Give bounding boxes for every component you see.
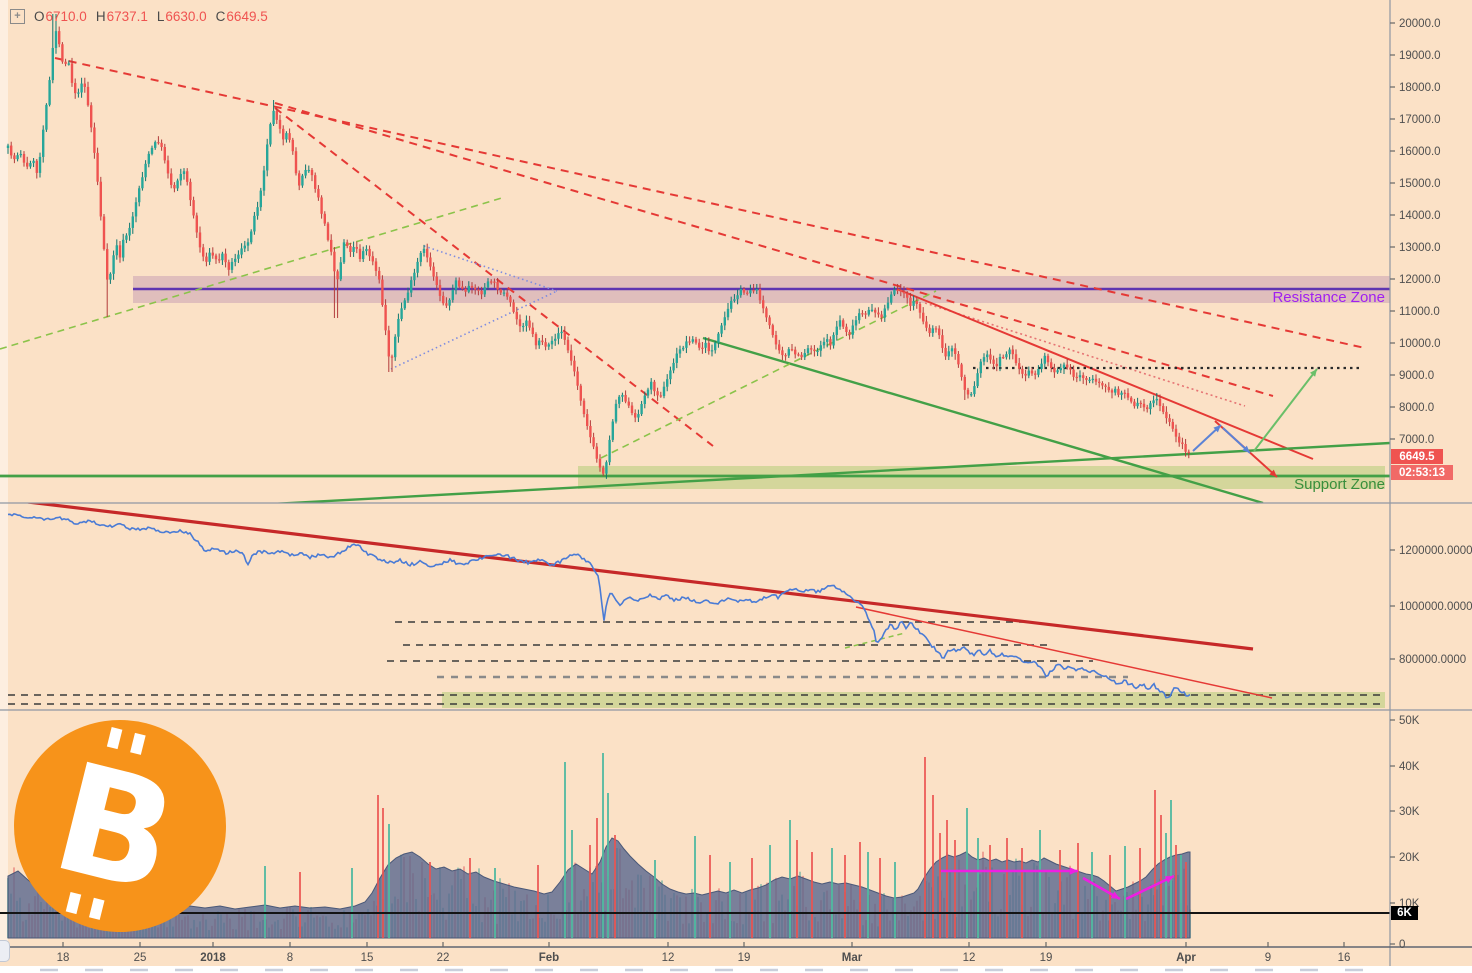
svg-text:Feb: Feb (539, 952, 559, 964)
svg-text:7000.0: 7000.0 (1399, 434, 1434, 446)
last-price-badge: 6649.5 (1391, 449, 1443, 464)
volume-panel: B (0, 720, 1390, 939)
svg-text:18: 18 (57, 952, 70, 964)
svg-text:Mar: Mar (842, 952, 863, 964)
svg-text:12000.0: 12000.0 (1399, 274, 1441, 286)
bar-countdown-badge: 02:53:13 (1391, 465, 1453, 480)
svg-text:10000.0: 10000.0 (1399, 338, 1441, 350)
svg-text:9: 9 (1265, 952, 1271, 964)
ohlc-legend: + O 6710.0 H 6737.1 L 6630.0 C 6649.5 (10, 9, 268, 24)
indicator-panel (7, 503, 1385, 708)
svg-text:16: 16 (1338, 952, 1351, 964)
svg-text:8000.0: 8000.0 (1399, 402, 1434, 414)
svg-text:14000.0: 14000.0 (1399, 210, 1441, 222)
indicator-line (7, 513, 1191, 699)
close-value: C 6649.5 (215, 9, 268, 24)
svg-text:1000000.0000: 1000000.0000 (1399, 601, 1472, 613)
svg-text:18000.0: 18000.0 (1399, 82, 1441, 94)
svg-text:8: 8 (287, 952, 293, 964)
svg-text:17000.0: 17000.0 (1399, 114, 1441, 126)
svg-text:25: 25 (134, 952, 147, 964)
svg-text:40K: 40K (1399, 761, 1420, 773)
svg-text:19: 19 (1040, 952, 1053, 964)
support-zone-label[interactable]: Support Zone (1294, 476, 1385, 493)
trendlines-layer (0, 57, 1390, 503)
svg-text:11000.0: 11000.0 (1399, 306, 1440, 318)
svg-text:15000.0: 15000.0 (1399, 178, 1441, 190)
annotation-arrows (1192, 368, 1318, 478)
svg-text:20000.0: 20000.0 (1399, 18, 1441, 30)
svg-text:2018: 2018 (200, 952, 226, 964)
svg-text:800000.0000: 800000.0000 (1399, 654, 1466, 666)
resistance-zone-label[interactable]: Resistance Zone (1272, 289, 1385, 306)
svg-text:19000.0: 19000.0 (1399, 50, 1441, 62)
high-value: H 6737.1 (95, 9, 148, 24)
svg-text:30K: 30K (1399, 806, 1420, 818)
svg-text:15: 15 (361, 952, 374, 964)
low-value: L 6630.0 (156, 9, 207, 24)
svg-text:22: 22 (437, 952, 450, 964)
svg-text:1200000.0000: 1200000.0000 (1399, 545, 1472, 557)
volume-level-badge: 6K (1391, 906, 1418, 920)
svg-text:0: 0 (1399, 939, 1405, 951)
svg-text:16000.0: 16000.0 (1399, 146, 1441, 158)
expand-legend-icon[interactable]: + (10, 9, 25, 24)
svg-text:12: 12 (963, 952, 976, 964)
svg-text:13000.0: 13000.0 (1399, 242, 1441, 254)
svg-text:9000.0: 9000.0 (1399, 370, 1434, 382)
candles-layer (6, 14, 1190, 479)
svg-text:50K: 50K (1399, 715, 1420, 727)
bitcoin-logo: B (14, 720, 226, 932)
svg-text:12: 12 (662, 952, 675, 964)
svg-text:20K: 20K (1399, 852, 1420, 864)
open-value: O 6710.0 (34, 9, 87, 24)
svg-text:Apr: Apr (1176, 952, 1196, 964)
axis-toggle-tab[interactable] (0, 940, 10, 962)
price-panel (0, 276, 1390, 489)
svg-text:19: 19 (738, 952, 751, 964)
